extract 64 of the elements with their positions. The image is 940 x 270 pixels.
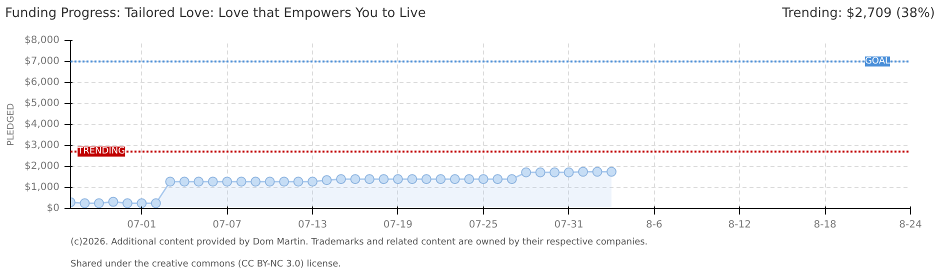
chart-subtitle: Trending: $2,709 (38%) <box>782 5 935 23</box>
point <box>208 176 218 187</box>
point <box>250 176 261 187</box>
point <box>464 174 474 184</box>
point <box>293 176 304 187</box>
point <box>94 198 104 208</box>
x-tick-label: 07-13 <box>298 220 328 230</box>
x-tick-label: 07-31 <box>554 220 584 230</box>
point <box>421 174 432 184</box>
point <box>308 176 318 187</box>
y-tick-label: $3,000 <box>24 140 60 151</box>
point <box>279 176 290 187</box>
point <box>80 198 90 208</box>
point <box>392 174 403 184</box>
text: (c)2026. Additional content provided by Dom Martin. Trademarks and related content are owned by their respective companies. <box>70 238 648 248</box>
x-tick-label: 8-12 <box>728 220 752 230</box>
ref-line-label: GOAL <box>864 56 890 66</box>
x-tick-label: 8-18 <box>814 220 836 230</box>
point <box>122 198 132 208</box>
point <box>236 176 246 187</box>
x-tick-label: 07-01 <box>127 220 156 230</box>
x-tick-label: 07-19 <box>383 220 412 230</box>
point <box>535 167 546 178</box>
point <box>222 176 232 187</box>
y-tick-label: $5,000 <box>24 98 60 109</box>
point <box>350 174 360 184</box>
x-tick-label: 07-07 <box>212 220 242 230</box>
point <box>378 174 389 184</box>
point <box>478 174 488 184</box>
x-tick-label: 8-6 <box>646 220 662 230</box>
point <box>521 167 532 178</box>
point <box>436 174 446 184</box>
x-tick-label: 8-24 <box>899 220 922 230</box>
point <box>606 166 617 177</box>
point <box>564 167 574 178</box>
y-tick-label: $4,000 <box>24 119 60 130</box>
chart-title: Funding Progress: Tailored Love: Love that Empowers You to Live <box>5 5 426 23</box>
y-tick-label: $8,000 <box>24 35 60 46</box>
point <box>506 174 517 184</box>
point <box>364 174 374 184</box>
point <box>407 174 418 184</box>
point <box>136 198 147 208</box>
point <box>492 174 503 184</box>
point <box>578 166 588 177</box>
point <box>165 176 176 187</box>
point <box>179 176 190 187</box>
ref-line-label: TRENDING <box>76 146 126 157</box>
text: Shared under the creative commons (CC BY-NC 3.0) license. <box>70 260 342 270</box>
point <box>264 176 275 187</box>
y-tick-label: $0 <box>46 203 60 214</box>
point <box>322 175 332 186</box>
y-tick-label: $7,000 <box>24 56 60 67</box>
y-tick-label: $1,000 <box>24 182 60 193</box>
point <box>592 166 602 177</box>
point <box>336 174 346 184</box>
point <box>150 198 161 208</box>
y-tick-label: $2,000 <box>24 161 60 172</box>
point <box>194 176 204 187</box>
y-axis-title: PLEDGED <box>6 103 17 146</box>
point <box>108 196 118 207</box>
x-tick-label: 07-25 <box>468 220 498 230</box>
y-tick-label: $6,000 <box>24 77 60 88</box>
point <box>550 167 560 178</box>
point <box>450 174 460 184</box>
